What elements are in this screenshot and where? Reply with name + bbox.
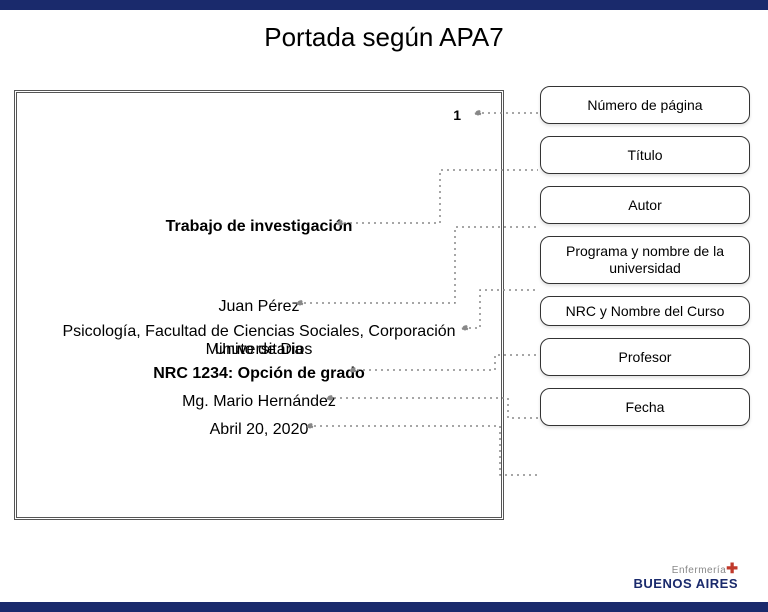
footer-logo: Enfermería✚ BUENOS AIRES — [634, 561, 738, 590]
annotation-author: Autor — [540, 186, 750, 224]
logo-top-text: Enfermería — [672, 565, 726, 576]
annotation-program: Programa y nombre de la universidad — [540, 236, 750, 284]
annotation-column: Número de página Título Autor Programa y… — [540, 86, 750, 438]
bottom-bar — [0, 602, 768, 612]
date-line: Abril 20, 2020 — [47, 421, 471, 439]
apa-page-mock: 1 Trabajo de investigación Juan Pérez Ps… — [14, 90, 504, 520]
course-line: NRC 1234: Opción de grado — [47, 365, 471, 383]
top-bar — [0, 0, 768, 10]
page-title: Portada según APA7 — [0, 22, 768, 53]
annotation-title: Título — [540, 136, 750, 174]
work-title: Trabajo de investigación — [47, 218, 471, 236]
plus-icon: ✚ — [726, 560, 738, 576]
professor-line: Mg. Mario Hernández — [47, 393, 471, 411]
logo-bottom-text: BUENOS AIRES — [634, 577, 738, 590]
annotation-professor: Profesor — [540, 338, 750, 376]
author-line: Juan Pérez — [47, 298, 471, 316]
annotation-course: NRC y Nombre del Curso — [540, 296, 750, 327]
page-number: 1 — [453, 107, 461, 123]
annotation-date: Fecha — [540, 388, 750, 426]
annotation-page-number: Número de página — [540, 86, 750, 124]
program-line-2: Minuto de Dios — [47, 341, 471, 359]
